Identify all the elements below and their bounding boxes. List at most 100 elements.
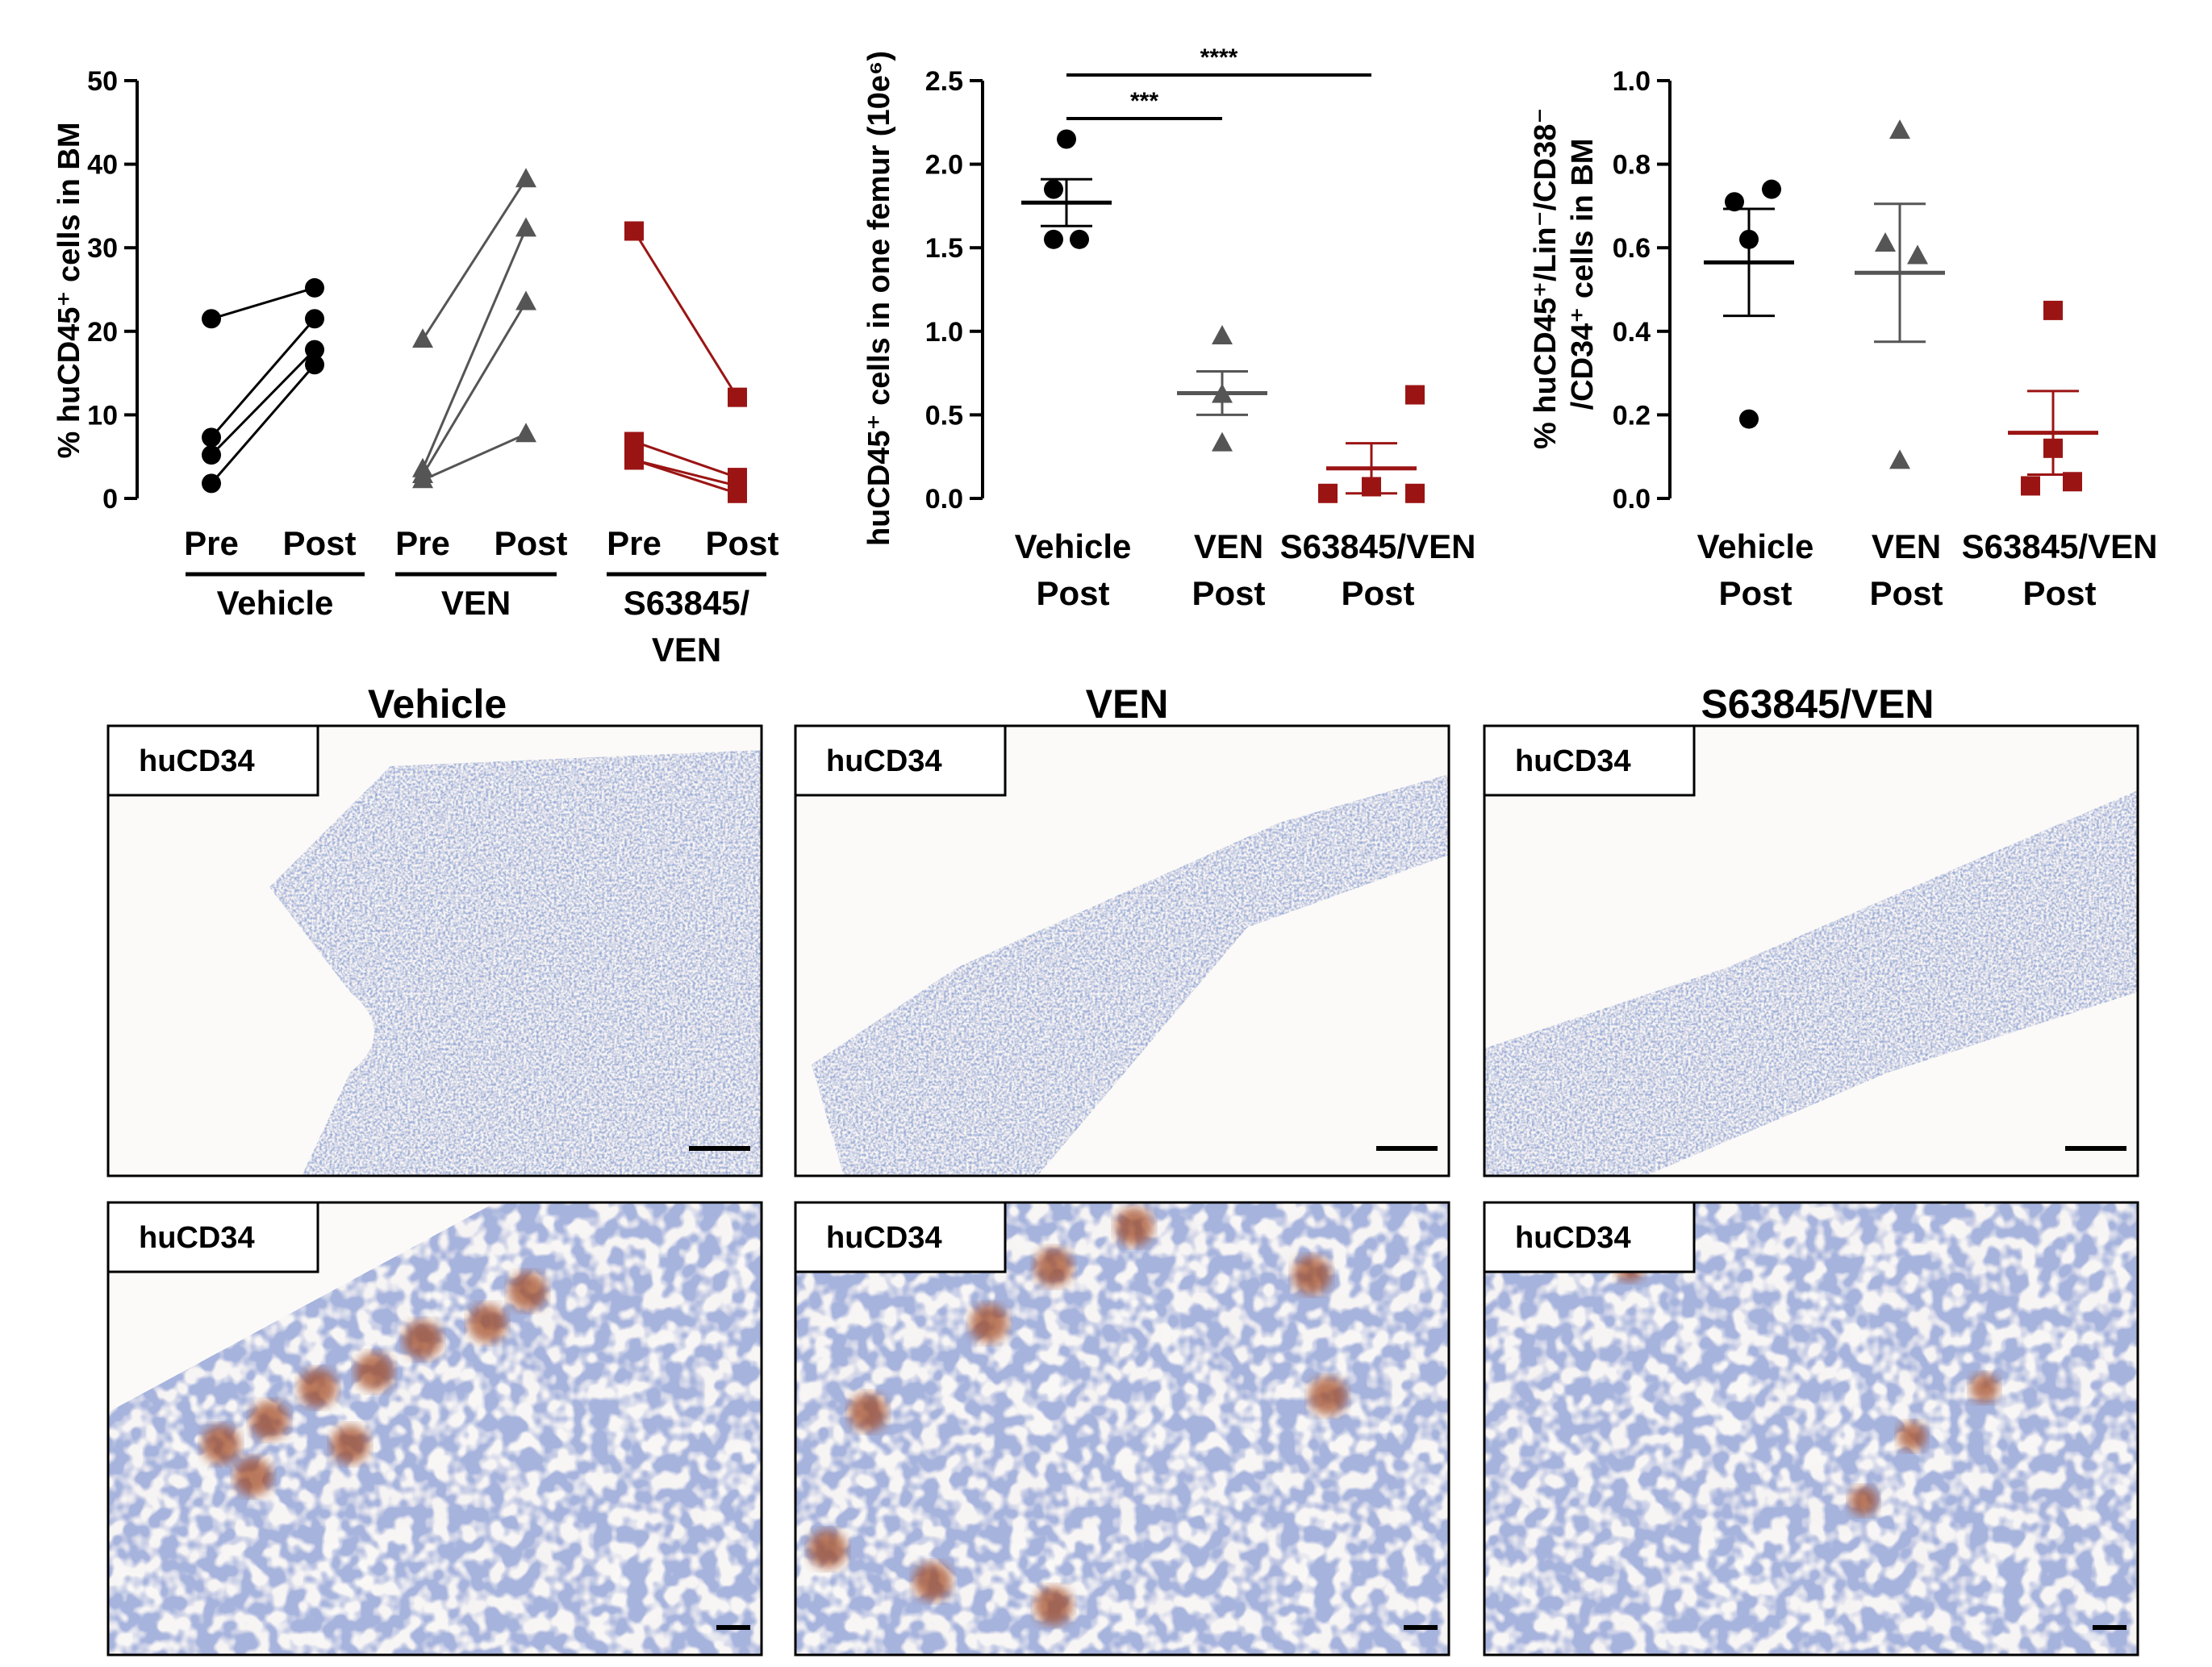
chart-huCD45-lin-cd38-cd34-bm: 0.0 0.2 0.4 0.6 0.8 1.0 Vehicle Post VEN Post S63…	[1529, 66, 2157, 612]
cd34-positive-cell	[298, 1369, 337, 1407]
chart-a-y-tick-label: 10	[87, 400, 118, 431]
cd34-positive-cell	[250, 1401, 289, 1440]
chart-a-point-post	[515, 168, 536, 188]
micrograph-label-box	[106, 1201, 319, 1273]
chart-a-point-post	[728, 483, 747, 503]
chart-a-y-axis-label: % huCD45⁺ cells in BM	[52, 122, 86, 458]
chart-c-point	[1739, 409, 1759, 429]
chart-a-pair-line	[422, 432, 527, 481]
chart-a-group-label: Vehicle	[217, 584, 334, 622]
micrograph-title-s63845-ven: S63845/VEN	[1701, 681, 1934, 727]
micrograph-border	[1483, 724, 2139, 1177]
chart-b-point	[1212, 431, 1233, 452]
chart-a-point-post	[515, 423, 536, 443]
chart-c-y-tick-label: 0.8	[1613, 150, 1651, 181]
cd34-positive-cell	[1115, 1207, 1154, 1246]
chart-a-point-post	[305, 340, 324, 360]
chart-b-significance-label: ***	[1130, 88, 1158, 115]
chart-a-y-tick-label: 0	[102, 484, 118, 515]
cd34-positive-cell	[403, 1320, 442, 1359]
micrograph-border	[794, 724, 1450, 1177]
chart-a-point-post	[515, 217, 536, 237]
chart-a-pair-line	[632, 230, 739, 398]
chart-a-x-tick-label: Post	[494, 524, 567, 562]
micrograph-label-box	[1483, 724, 1696, 797]
chart-b-x-label: Post	[1341, 574, 1414, 612]
chart-a-y-tick-label: 50	[87, 66, 118, 97]
chart-c-point	[1762, 179, 1781, 199]
chart-b-y-tick-label: 2.5	[925, 66, 963, 97]
cd34-positive-cell	[202, 1425, 240, 1464]
chart-c-y-tick-label: 0.2	[1613, 400, 1651, 431]
chart-a-point-pre	[624, 221, 644, 241]
cd34-positive-cell	[1034, 1248, 1073, 1286]
micrograph-label-box	[1483, 1201, 1696, 1273]
chart-a-point-pre	[624, 431, 644, 452]
chart-c-y-tick-label: 0.6	[1613, 233, 1651, 264]
cd34-positive-cell	[1308, 1377, 1347, 1415]
micrograph-vehicle-low-magnification: huCD34	[106, 724, 763, 1177]
micrograph-border	[106, 724, 763, 1177]
micrograph-ven-high-magnification: huCD34	[794, 1201, 1450, 1657]
chart-b-point	[1044, 179, 1063, 199]
tissue-section	[1484, 1202, 2138, 1655]
chart-a-point-pre	[412, 328, 433, 348]
chart-b-point	[1405, 483, 1425, 503]
chart-a-point-pre	[624, 450, 644, 470]
chart-b-y-tick-label: 1.5	[925, 233, 963, 264]
micrograph-title-ven: VEN	[1086, 681, 1169, 727]
chart-b-point	[1070, 229, 1089, 249]
chart-b-significance-label: ****	[1200, 44, 1238, 71]
chart-c-y-tick-label: 0.0	[1613, 484, 1651, 515]
chart-a-pair-line	[421, 301, 528, 476]
chart-c-y-tick-label: 0.4	[1613, 317, 1651, 348]
chart-b-point	[1044, 229, 1063, 249]
cd34-positive-cell	[1292, 1256, 1331, 1294]
chart-b-point	[1212, 325, 1233, 345]
chart-a-group-label: S63845/	[624, 584, 750, 622]
micrograph-title-vehicle: Vehicle	[368, 681, 507, 727]
chart-c-point	[1725, 192, 1744, 212]
cd34-positive-cell	[508, 1272, 547, 1311]
chart-b-point	[1405, 385, 1425, 405]
chart-c-point	[2043, 300, 2063, 320]
tissue-section	[269, 750, 762, 1176]
chart-c-y-axis-label-line-2: /CD34⁺ cells in BM	[1566, 139, 1600, 410]
cd34-positive-cell	[970, 1304, 1008, 1343]
chart-a-y-tick-label: 30	[87, 233, 118, 264]
chart-b-x-label: S63845/VEN	[1280, 527, 1476, 565]
chart-a-y-tick-label: 40	[87, 150, 118, 181]
micrograph-vehicle-high-magnification: huCD34	[106, 1201, 763, 1657]
micrograph-label: huCD34	[826, 744, 942, 778]
chart-b-y-tick-label: 0.5	[925, 400, 963, 431]
chart-c-x-label: Post	[1869, 574, 1943, 612]
micrograph-label: huCD34	[1515, 744, 1631, 778]
micrograph-s63845-ven-low-magnification: huCD34	[1483, 724, 2139, 1177]
chart-a-x-tick-label: Pre	[184, 524, 239, 562]
cd34-positive-cell	[913, 1562, 952, 1601]
chart-c-x-label: Post	[2022, 574, 2096, 612]
chart-c-x-label: Vehicle	[1697, 527, 1814, 565]
chart-a-pair-line	[633, 458, 738, 495]
chart-a-group-label: VEN	[652, 631, 721, 669]
chart-c-point	[1889, 119, 1910, 140]
micrograph-s63845-ven-high-magnification: huCD34	[1483, 1201, 2139, 1657]
chart-a-point-post	[305, 277, 324, 298]
chart-a-point-pre	[202, 309, 221, 329]
chart-c-y-axis-label: % huCD45⁺/Lin⁻/CD38⁻ /CD34⁺ cells in BM	[1529, 99, 1600, 449]
cd34-positive-cell	[234, 1457, 273, 1496]
chart-b-y-tick-label: 1.0	[925, 317, 963, 348]
chart-a-group-label: VEN	[441, 584, 511, 622]
chart-huCD45-femur: 0.00.51.01.52.02.5 ******* VehiclePostVE…	[862, 44, 1475, 612]
micrograph-border	[106, 1201, 763, 1657]
chart-a-x-tick-label: Post	[705, 524, 778, 562]
chart-a-pair-line	[210, 348, 316, 456]
tissue-section	[795, 1202, 1449, 1655]
chart-a-pair-line	[210, 318, 316, 439]
cd34-positive-cell	[1849, 1486, 1878, 1515]
chart-c-x-label: Post	[1718, 574, 1792, 612]
micrograph-label: huCD34	[139, 744, 255, 778]
chart-a-pair-line	[210, 364, 316, 485]
micrograph-ven-low-magnification: huCD34	[794, 724, 1450, 1177]
chart-b-x-label: Vehicle	[1015, 527, 1132, 565]
